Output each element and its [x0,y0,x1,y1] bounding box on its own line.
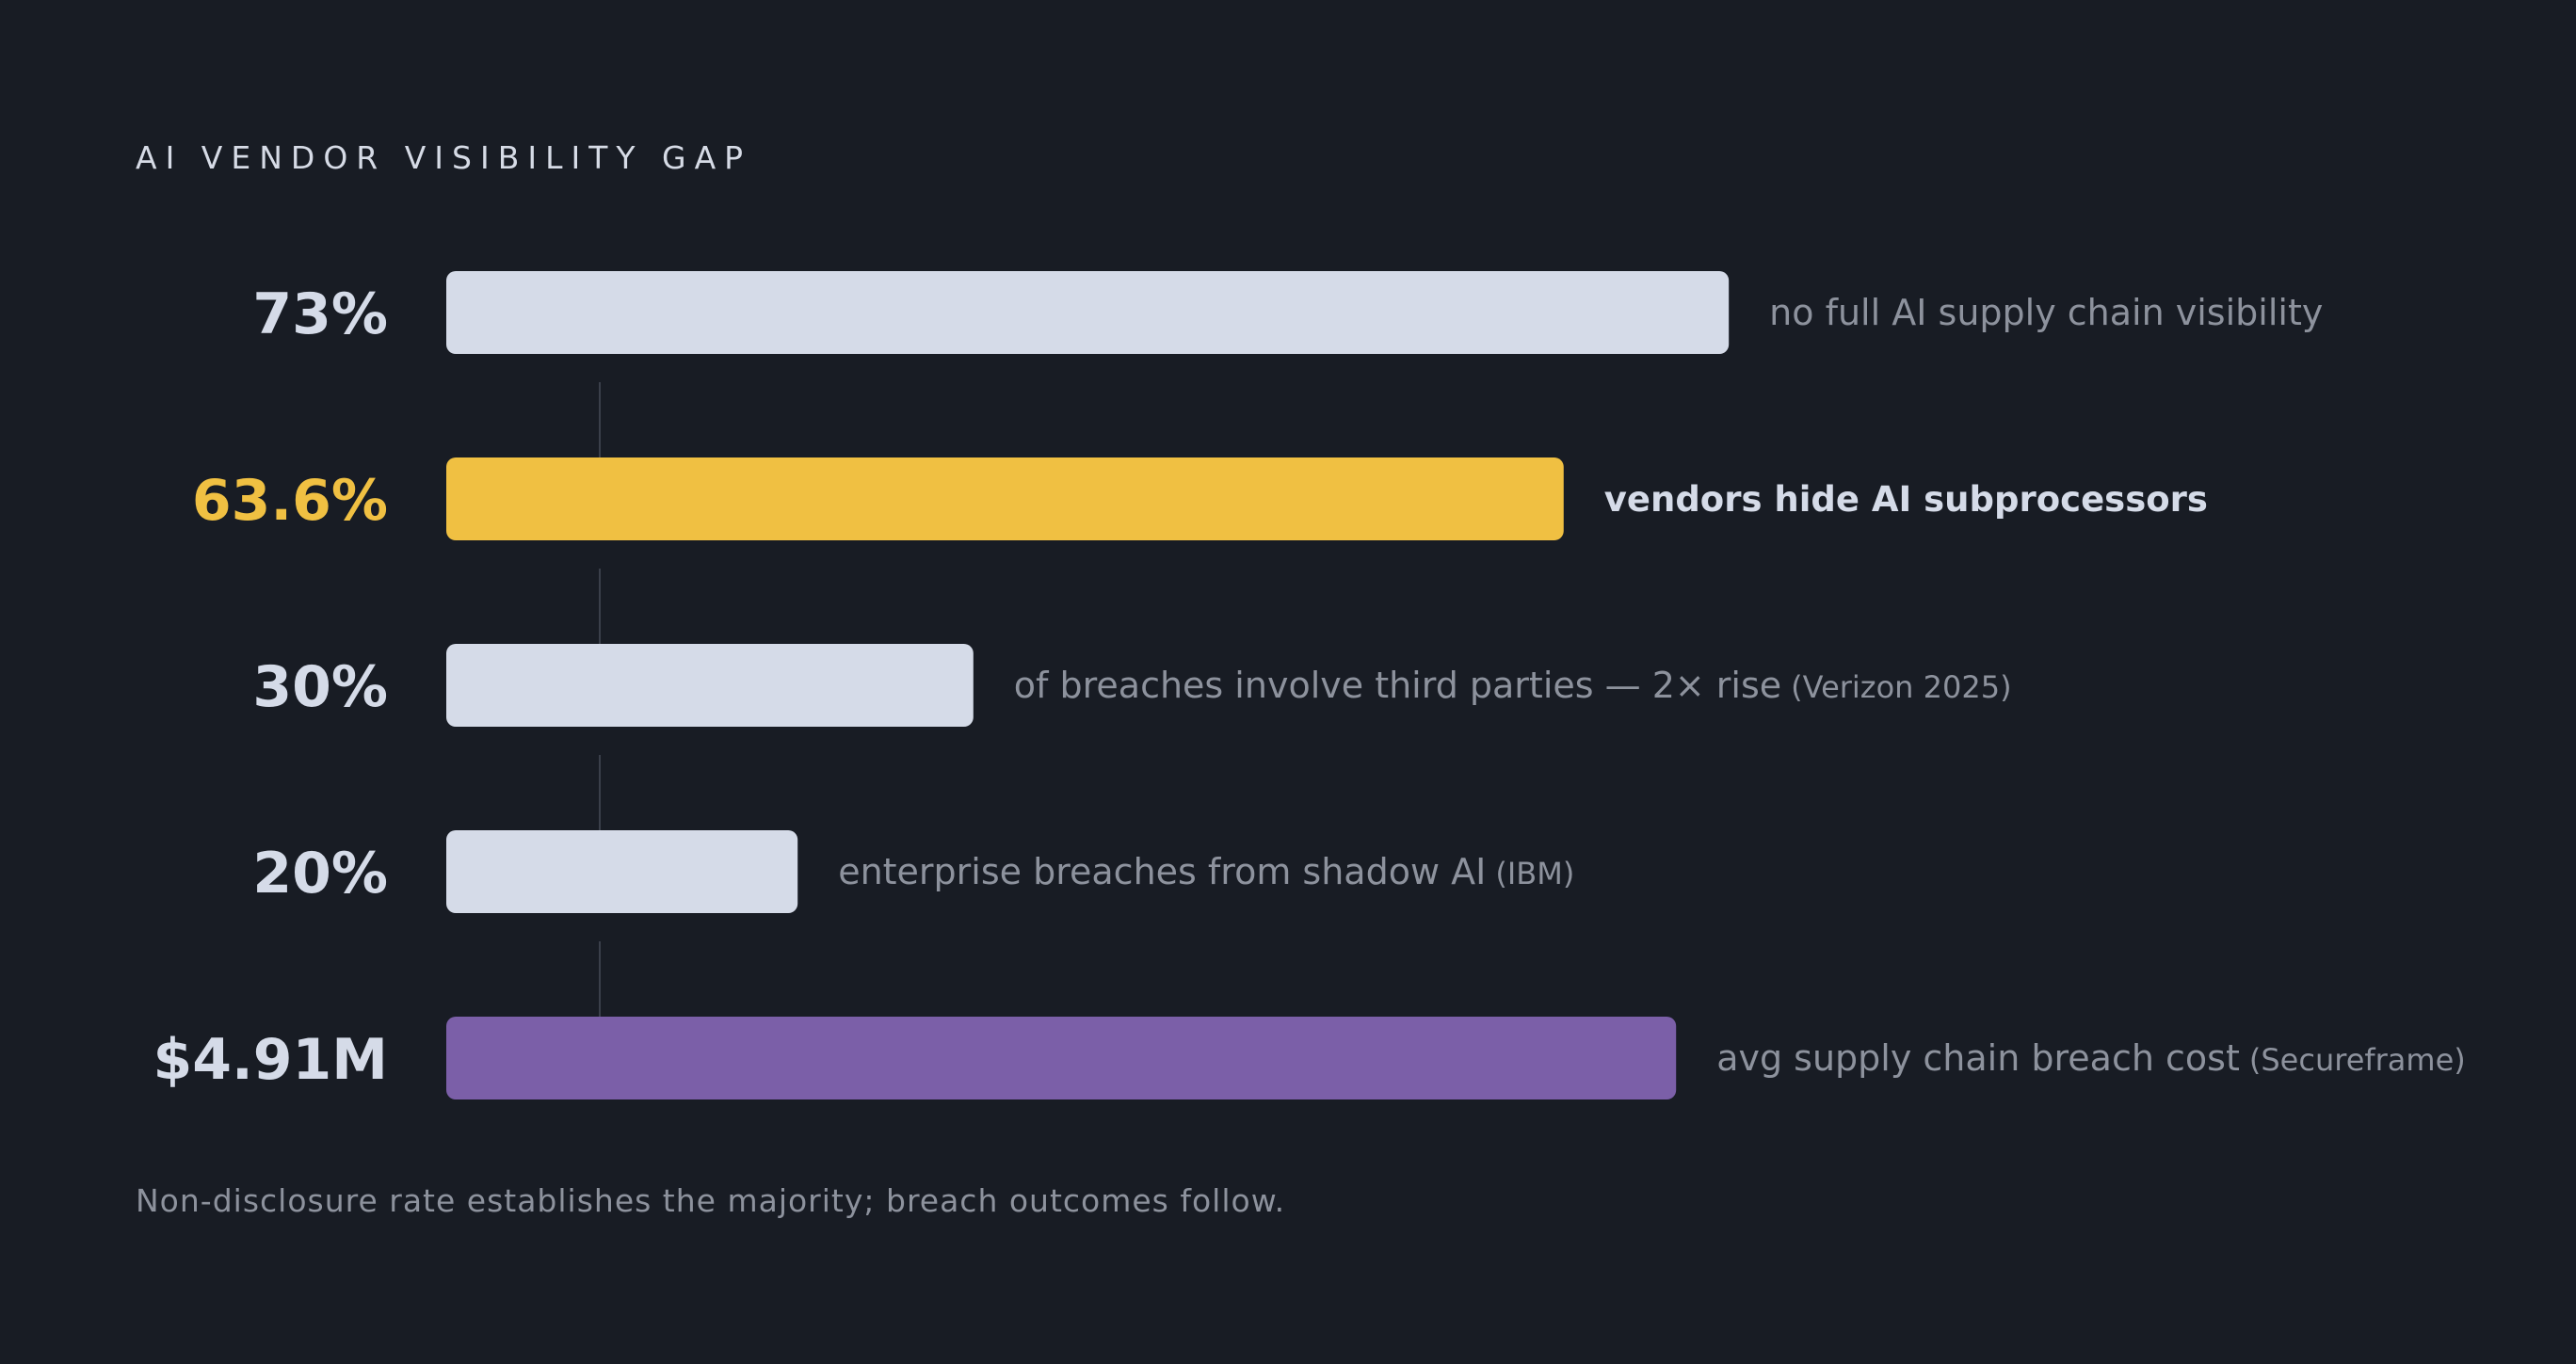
bar-description: of breaches involve third parties — 2× r… [1014,665,2012,706]
value-label: 63.6% [192,468,388,534]
source-text: (Secureframe) [2249,1042,2466,1078]
description-text: of breaches involve third parties — 2× r… [1014,665,1781,706]
value-label: 20% [252,841,388,907]
bar-4 [446,830,798,913]
description-text: enterprise breaches from shadow AI [838,851,1486,892]
source-text: (IBM) [1495,856,1574,891]
value-label: 30% [252,654,388,720]
bar-5 [446,1017,1677,1099]
bar-description: vendors hide AI subprocessors [1604,479,2208,520]
bar-description: enterprise breaches from shadow AI (IBM) [838,851,1574,892]
source-text: (Verizon 2025) [1791,669,2011,705]
chart-title: AI VENDOR VISIBILITY GAP [136,139,752,176]
chart-footnote: Non-disclosure rate establishes the majo… [136,1182,1286,1219]
value-label: 73% [252,281,388,347]
bar-1 [446,271,1730,354]
bar-description: no full AI supply chain visibility [1769,292,2323,333]
description-text: vendors hide AI subprocessors [1604,479,2208,520]
description-text: no full AI supply chain visibility [1769,292,2323,333]
bar-2 [446,457,1564,540]
description-text: avg supply chain breach cost [1716,1037,2240,1079]
bar-3 [446,644,974,727]
value-label: $4.91M [153,1027,389,1093]
bar-description: avg supply chain breach cost (Secureframe… [1716,1037,2466,1079]
